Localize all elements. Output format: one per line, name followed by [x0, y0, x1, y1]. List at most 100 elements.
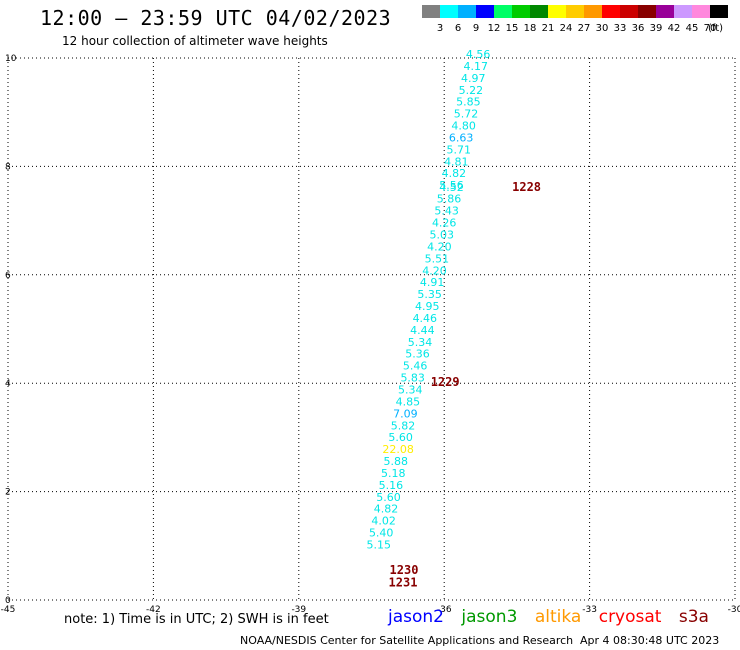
- y-tick-label: 0: [5, 596, 11, 606]
- x-tick-label: -33: [582, 605, 597, 615]
- wave-height-point: 5.35: [417, 288, 442, 301]
- wave-height-point: 5.34: [398, 383, 423, 396]
- legend-cryosat: cryosat: [598, 607, 662, 627]
- x-tick-label: -30: [728, 605, 740, 615]
- wave-height-point: 5.85: [456, 96, 481, 109]
- colorbar-label: 36: [632, 23, 645, 34]
- colorbar-unit: (ft): [708, 23, 723, 34]
- wave-height-point: 4.46: [413, 312, 438, 325]
- legend-altika: altika: [534, 607, 582, 627]
- time-label: 1230: [390, 563, 419, 577]
- colorbar-swatch: [620, 5, 638, 18]
- wave-height-point: 7.09: [393, 407, 418, 420]
- colorbar-label: 9: [473, 23, 479, 34]
- wave-height-point: 5.43: [434, 205, 459, 218]
- wave-height-point: 4.81: [444, 155, 469, 168]
- colorbar-swatch: [476, 5, 494, 18]
- colorbar-label: 30: [596, 23, 609, 34]
- generated-timestamp: Apr 4 08:30:48 UTC 2023: [580, 634, 720, 647]
- wave-height-point: 5.03: [430, 228, 455, 241]
- wave-height-point: 4.02: [371, 515, 396, 528]
- colorbar-swatch: [602, 5, 620, 18]
- wave-height-point: 4.80: [451, 120, 476, 133]
- wave-height-point: 4.52: [439, 181, 464, 194]
- wave-height-point: 5.18: [381, 467, 406, 480]
- color-scale-bar: 3 6 9 12 15 18 21 24 27 30 33 36 39 42 45 70(ft): [422, 5, 728, 34]
- colorbar-swatch: [656, 5, 674, 18]
- y-tick-label: 8: [5, 162, 11, 172]
- wave-height-point: 4.82: [374, 503, 399, 516]
- wave-height-point: 5.46: [403, 360, 428, 373]
- colorbar-label: 18: [524, 23, 537, 34]
- wave-height-point: 5.88: [383, 455, 408, 468]
- colorbar-swatch: [584, 5, 602, 18]
- footnote: note: 1) Time is in UTC; 2) SWH is in fe…: [64, 612, 329, 627]
- wave-height-point: 5.72: [454, 108, 479, 121]
- y-tick-label: 2: [5, 488, 11, 498]
- colorbar-swatch: [548, 5, 566, 18]
- wave-height-point: 5.60: [376, 491, 401, 504]
- colorbar-label: 27: [578, 23, 591, 34]
- colorbar-swatch: [638, 5, 656, 18]
- x-tick-label: -36: [437, 605, 452, 615]
- wave-height-point: 4.97: [461, 72, 486, 85]
- x-tick-label: -45: [1, 605, 16, 615]
- wave-height-point: 5.83: [400, 372, 425, 385]
- colorbar-label: 24: [560, 23, 573, 34]
- colorbar-swatch: [566, 5, 584, 18]
- wave-height-point: 5.15: [367, 539, 392, 552]
- wave-height-point: 5.86: [437, 193, 462, 206]
- wave-height-point: 22.08: [382, 443, 414, 456]
- colorbar-swatch: [494, 5, 512, 18]
- colorbar-swatch: [530, 5, 548, 18]
- colorbar-swatch: [512, 5, 530, 18]
- colorbar-label: 70: [704, 23, 717, 34]
- time-label: 1229: [431, 375, 460, 389]
- wave-height-point: 5.40: [369, 527, 394, 540]
- wave-height-point: 5.16: [379, 479, 404, 492]
- chart-subtitle: 12 hour collection of altimeter wave hei…: [62, 34, 328, 48]
- colorbar-label: 45: [686, 23, 699, 34]
- y-tick-label: 4: [5, 379, 11, 389]
- colorbar-label: 42: [668, 23, 681, 34]
- wave-height-point: 4.85: [396, 395, 421, 408]
- wave-height-point: 5.60: [388, 431, 413, 444]
- colorbar-swatch: [422, 5, 440, 18]
- wave-height-point: 5.51: [425, 252, 450, 265]
- colorbar-swatch: [710, 5, 728, 18]
- wave-height-point: 4.82: [442, 167, 467, 180]
- chart-title: 12:00 – 23:59 UTC 04/02/2023: [40, 6, 392, 30]
- y-tick-label: 10: [5, 54, 17, 64]
- x-tick-label: -42: [146, 605, 161, 615]
- colorbar-label: 6: [455, 23, 461, 34]
- wave-height-point: 4.20: [422, 264, 447, 277]
- wave-height-point: 5.22: [459, 84, 484, 97]
- colorbar-label: 39: [650, 23, 663, 34]
- time-label: 1231: [389, 575, 418, 589]
- wave-height-point: 4.26: [432, 217, 457, 230]
- colorbar-label: 15: [506, 23, 519, 34]
- colorbar-swatch: [458, 5, 476, 18]
- wave-height-point: 5.71: [446, 143, 471, 156]
- wave-height-point: 5.56: [439, 179, 464, 192]
- credit-line: NOAA/NESDIS Center for Satellite Applica…: [240, 634, 574, 647]
- wave-height-point: 4.20: [427, 240, 452, 253]
- wave-height-point: 4.91: [420, 276, 445, 289]
- wave-height-point: 4.17: [463, 60, 488, 73]
- colorbar-swatch: [440, 5, 458, 18]
- wave-height-point: 5.82: [391, 419, 416, 432]
- colorbar-label: 33: [614, 23, 627, 34]
- wave-height-point: 5.36: [405, 348, 430, 361]
- colorbar-swatch: [692, 5, 710, 18]
- wave-height-point: 6.63: [449, 131, 474, 144]
- wave-height-point: 4.95: [415, 300, 440, 313]
- legend-s3a: s3a: [678, 607, 709, 627]
- wave-height-point: 5.34: [408, 336, 433, 349]
- satellite-legend: jason2 jason3 altika cryosat s3a: [388, 607, 721, 627]
- colorbar-swatch: [674, 5, 692, 18]
- colorbar-label: 12: [488, 23, 501, 34]
- legend-jason3: jason3: [461, 607, 518, 627]
- y-tick-label: 6: [5, 271, 11, 281]
- x-tick-label: -39: [291, 605, 306, 615]
